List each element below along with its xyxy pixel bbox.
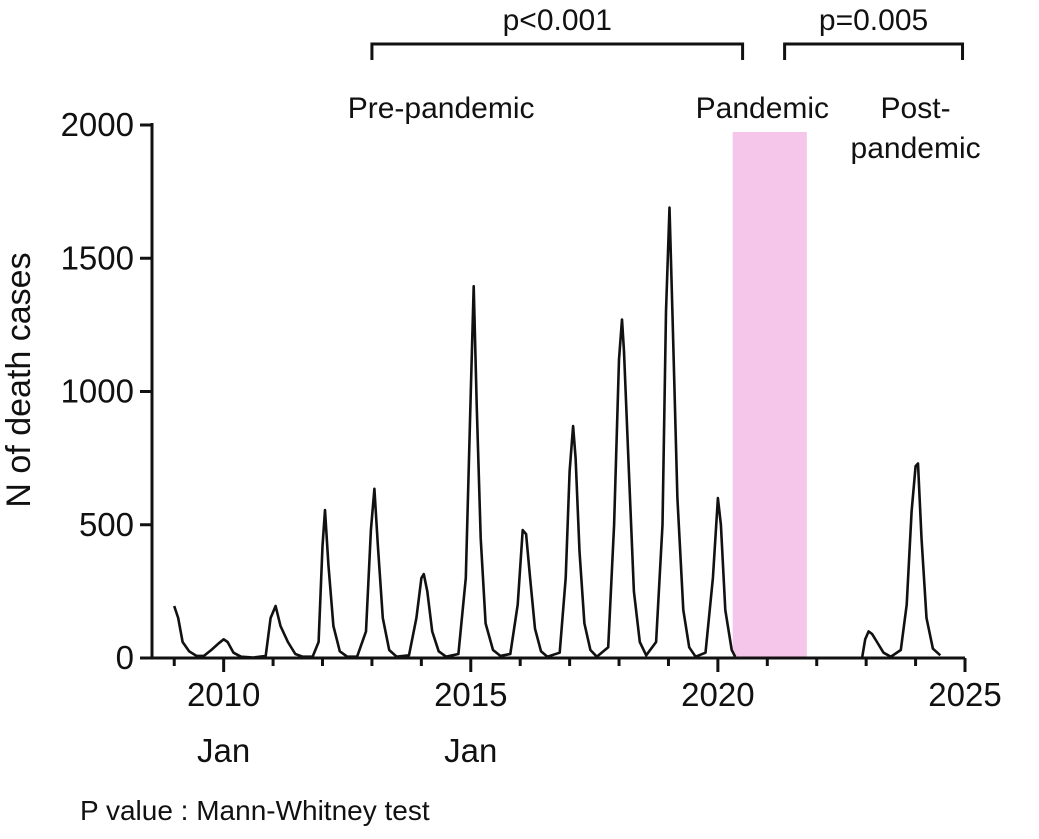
labels-layer: Pre-pandemic Pandemic Post-pandemic p<0.001…: [348, 4, 981, 165]
series-layer: [172, 206, 942, 659]
axes: 0 500 1000 1500 2000 2010 2015 2020 2025 Jan Jan: [61, 106, 1002, 769]
series-line-segment: [860, 462, 942, 658]
y-tick-label: 1000: [61, 373, 134, 410]
y-tick-label: 500: [79, 506, 134, 543]
p-value-label: p<0.001: [503, 4, 612, 37]
series-line-segment: [172, 206, 737, 659]
x-sub-label: Jan: [197, 732, 250, 769]
comparison-bracket: [370, 42, 745, 60]
footnote: P value : Mann-Whitney test: [80, 795, 430, 826]
x-tick-label: 2015: [434, 676, 507, 713]
y-tick-label: 2000: [61, 106, 134, 143]
pandemic-shade-rect: [732, 132, 807, 658]
pandemic-shaded-region: [732, 132, 807, 658]
period-label-line: pandemic: [851, 132, 981, 165]
y-tick-label: 0: [116, 639, 134, 676]
period-label-line: Post-: [881, 92, 951, 125]
x-tick-label: 2025: [928, 676, 1001, 713]
comparison-bracket: [783, 42, 965, 60]
x-tick-label: 2010: [187, 676, 260, 713]
x-tick-label: 2020: [681, 676, 754, 713]
period-label: Pandemic: [696, 92, 829, 125]
x-sub-label: Jan: [444, 732, 497, 769]
y-axis-label: N of death cases: [0, 252, 38, 507]
period-label: Pre-pandemic: [348, 92, 535, 125]
p-value-label: p=0.005: [819, 4, 928, 37]
y-tick-label: 1500: [61, 239, 134, 276]
